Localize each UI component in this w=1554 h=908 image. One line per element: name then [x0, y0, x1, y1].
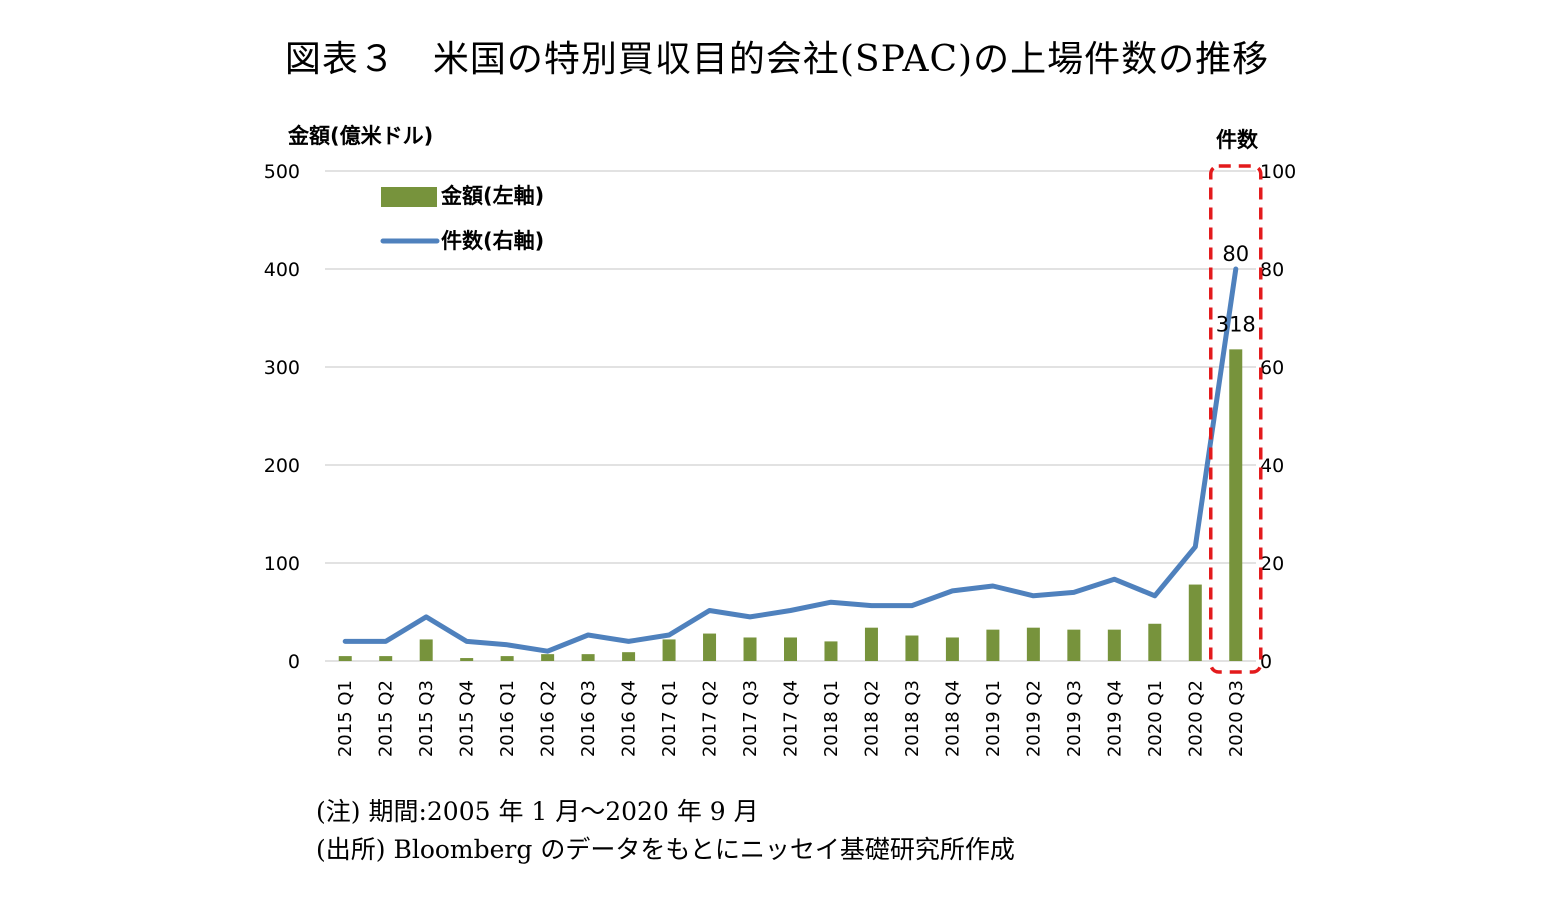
- right-tick-label: 100: [1260, 161, 1296, 183]
- x-tick-label: 2018 Q3: [902, 680, 923, 757]
- bar: [1107, 629, 1121, 661]
- legend-line-label: 件数(右軸): [441, 229, 544, 253]
- bar: [1188, 584, 1202, 661]
- bar: [662, 639, 676, 661]
- count-data-label: 80: [1222, 242, 1249, 266]
- count-line: [342, 266, 1239, 654]
- bar: [541, 654, 555, 661]
- legend-bar-swatch: [381, 187, 437, 207]
- amount-data-label: 318: [1216, 312, 1256, 336]
- x-tick-label: 2019 Q4: [1104, 680, 1125, 757]
- x-tick-label: 2020 Q1: [1145, 680, 1166, 757]
- bar: [500, 656, 514, 661]
- left-tick-label: 500: [264, 161, 300, 183]
- bar: [622, 652, 636, 661]
- x-tick-label: 2016 Q1: [497, 680, 518, 757]
- bar: [864, 627, 878, 661]
- right-tick-label: 60: [1260, 357, 1284, 379]
- axis-ticks: 0 100 200 300 400 500 0 20 40 60 80 100 2015 Q1 2015 …: [264, 161, 1297, 757]
- bar: [824, 641, 838, 661]
- bar: [1067, 629, 1081, 661]
- x-tick-label: 2016 Q2: [538, 680, 559, 757]
- grid-lines: [325, 170, 1256, 662]
- right-tick-label: 20: [1260, 553, 1284, 575]
- bar: [1148, 623, 1162, 661]
- left-tick-label: 200: [264, 455, 300, 477]
- bar: [945, 637, 959, 661]
- x-tick-label: 2015 Q2: [376, 680, 397, 757]
- bar: [986, 629, 1000, 661]
- x-tick-label: 2018 Q1: [821, 680, 842, 757]
- bar: [784, 637, 797, 661]
- bar: [419, 639, 433, 661]
- left-tick-label: 100: [264, 553, 300, 575]
- bar-series: [338, 349, 1243, 661]
- left-axis-title: 金額(億米ドル): [287, 124, 433, 148]
- chart-title: 図表３ 米国の特別買収目的会社(SPAC)の上場件数の推移: [284, 39, 1270, 80]
- bar: [460, 658, 474, 661]
- x-tick-label: 2019 Q2: [1023, 680, 1044, 757]
- note-source: (出所) Bloomberg のデータをもとにニッセイ基礎研究所作成: [316, 835, 1015, 864]
- x-tick-label: 2020 Q3: [1226, 680, 1247, 757]
- x-tick-label: 2015 Q1: [335, 680, 356, 757]
- x-tick-label: 2017 Q1: [659, 680, 680, 757]
- x-tick-label: 2018 Q4: [942, 680, 963, 757]
- x-tick-label: 2016 Q4: [619, 680, 640, 757]
- right-axis-title: 件数: [1216, 128, 1259, 152]
- note-period: (注) 期間:2005 年 1 月～2020 年 9 月: [316, 797, 759, 826]
- x-tick-label: 2017 Q4: [781, 680, 802, 757]
- x-tick-label: 2017 Q3: [740, 680, 761, 757]
- bar: [1229, 349, 1243, 661]
- line-series: [342, 266, 1239, 654]
- left-tick-label: 400: [264, 259, 300, 281]
- left-tick-label: 300: [264, 357, 300, 379]
- x-tick-label: 2015 Q3: [416, 680, 437, 757]
- legend: 金額(左軸) 件数(右軸): [380, 184, 544, 253]
- left-tick-label: 0: [288, 651, 300, 673]
- bar: [743, 637, 757, 661]
- x-tick-label: 2016 Q3: [578, 680, 599, 757]
- bar: [905, 635, 919, 661]
- right-tick-label: 0: [1260, 651, 1272, 673]
- bar: [703, 633, 717, 661]
- data-labels: 80 318: [1216, 242, 1256, 336]
- bar: [338, 656, 352, 661]
- x-tick-label: 2017 Q2: [700, 680, 721, 757]
- highlight-box: [1209, 164, 1263, 674]
- x-tick-label: 2019 Q3: [1064, 680, 1085, 757]
- bar: [379, 656, 393, 661]
- x-tick-label: 2020 Q2: [1185, 680, 1206, 757]
- highlight-box-layer: [1209, 164, 1263, 674]
- bar: [581, 654, 595, 661]
- legend-bar-label: 金額(左軸): [440, 184, 544, 208]
- x-tick-label: 2018 Q2: [861, 680, 882, 757]
- bar: [1026, 627, 1040, 661]
- right-tick-label: 40: [1260, 455, 1284, 477]
- x-tick-label: 2019 Q1: [983, 680, 1004, 757]
- x-tick-label: 2015 Q4: [457, 680, 478, 757]
- right-tick-label: 80: [1260, 259, 1284, 281]
